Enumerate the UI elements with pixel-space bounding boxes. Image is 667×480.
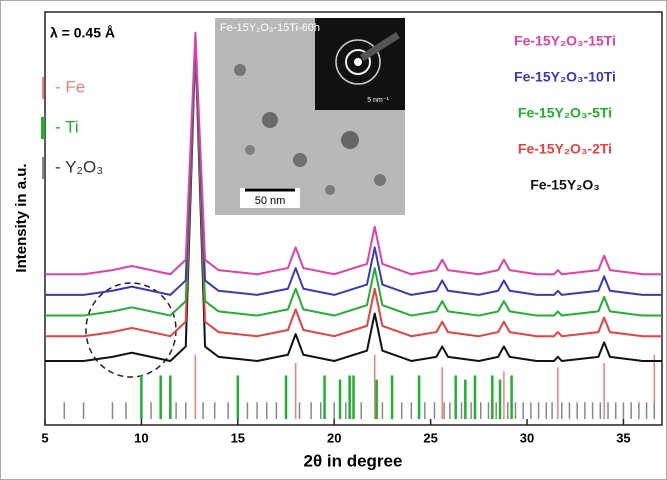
wavelength-label: λ = 0.45 Å bbox=[50, 25, 115, 41]
particle bbox=[374, 174, 386, 186]
particle bbox=[325, 185, 335, 195]
y-axis-label: Intensity in a.u. bbox=[13, 163, 30, 272]
diffraction-center bbox=[354, 58, 362, 66]
x-tick-label: 15 bbox=[231, 430, 245, 445]
legend-label: - Ti bbox=[55, 117, 79, 136]
particle bbox=[293, 153, 307, 167]
x-tick-label: 10 bbox=[134, 430, 148, 445]
inset-title: Fe-15Y₂O₃-15Ti-60h bbox=[220, 22, 320, 34]
x-tick-label: 30 bbox=[520, 430, 534, 445]
diffraction-scale: 5 nm⁻¹ bbox=[367, 97, 389, 104]
legend-label: Fe-15Y₂O₃-10Ti bbox=[514, 69, 616, 85]
chart: Fe-15Y₂O₃-15Ti-60h 5 nm⁻¹ 50 nm λ = 0.45… bbox=[0, 0, 667, 480]
legend-label: Fe-15Y₂O₃ bbox=[530, 177, 600, 193]
legend-label: - Fe bbox=[55, 77, 85, 96]
particle bbox=[262, 112, 278, 128]
x-tick-label: 25 bbox=[423, 430, 437, 445]
legend-label: Fe-15Y₂O₃-5Ti bbox=[518, 105, 612, 121]
x-tick-label: 20 bbox=[327, 430, 341, 445]
tem-inset: Fe-15Y₂O₃-15Ti-60h 5 nm⁻¹ 50 nm bbox=[215, 18, 405, 215]
legend-label: - Y₂O₃ bbox=[55, 157, 103, 176]
x-axis-label: 2θ in degree bbox=[304, 451, 403, 470]
legend-label: Fe-15Y₂O₃-2Ti bbox=[518, 141, 612, 157]
scale-bar-label: 50 nm bbox=[255, 195, 286, 207]
x-tick-label: 5 bbox=[41, 430, 48, 445]
x-tick-label: 35 bbox=[616, 430, 630, 445]
particle bbox=[341, 131, 359, 149]
particle bbox=[234, 64, 246, 76]
particle bbox=[245, 145, 255, 155]
legend-label: Fe-15Y₂O₃-15Ti bbox=[514, 33, 616, 49]
